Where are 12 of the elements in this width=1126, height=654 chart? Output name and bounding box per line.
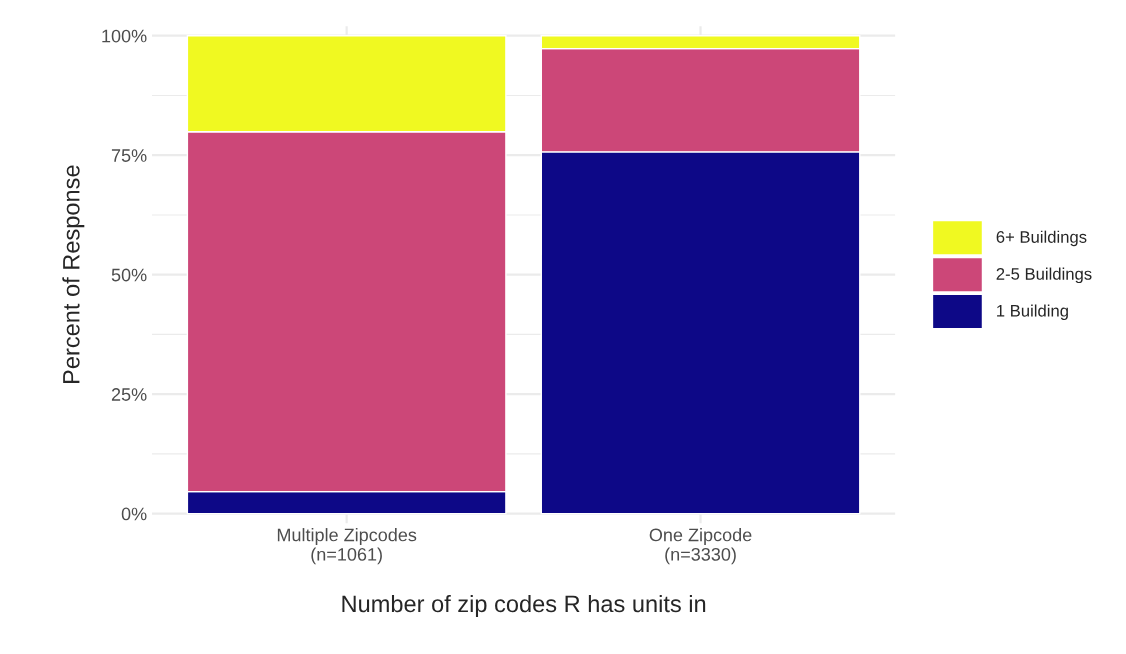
legend-label: 2-5 Buildings <box>996 267 1092 284</box>
legend-label: 1 Building <box>997 304 1068 321</box>
legend-label: 6+ Buildings <box>996 230 1087 247</box>
y-tick-label: 100% <box>102 29 147 43</box>
y-tick-label: 0% <box>121 507 147 521</box>
y-axis-title: Percent of Response <box>62 165 85 383</box>
x-tick-label: Multiple Zipcodes (n=1061) <box>277 528 417 565</box>
y-tick-label: 75% <box>111 149 147 162</box>
y-tick-label: 50% <box>111 268 147 282</box>
x-axis-title: Number of zip codes R has units in <box>342 594 706 617</box>
x-tick-label: One Zipcode (n=3330) <box>649 528 752 565</box>
y-tick-label: 25% <box>111 388 147 401</box>
